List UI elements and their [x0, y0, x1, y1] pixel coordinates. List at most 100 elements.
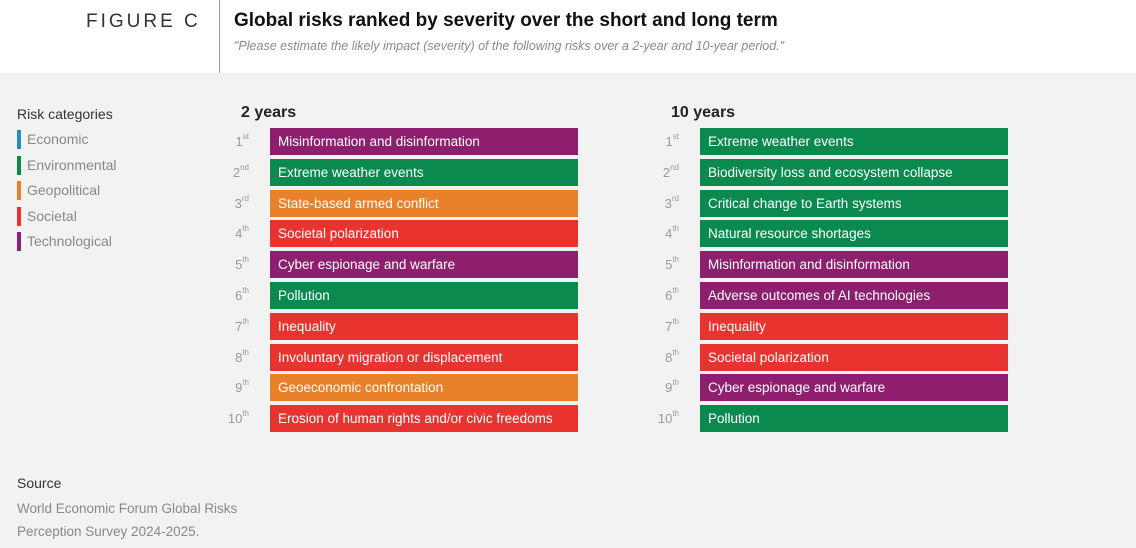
- rank-number: 10th: [215, 409, 249, 427]
- legend-swatch: [17, 181, 21, 200]
- rank-row: 8th Societal polarization: [663, 343, 1008, 371]
- rank-value: 4: [235, 226, 243, 242]
- legend-label: Economic: [27, 131, 89, 147]
- risk-bar-societal: Societal polarization: [700, 343, 1008, 371]
- rank-value: 1: [665, 134, 673, 149]
- rank-suffix: st: [242, 132, 249, 141]
- rank-number: 3rd: [645, 193, 679, 211]
- rank-number: 2nd: [215, 162, 249, 180]
- column-2-years: 2 years 1st Misinformation and disinforma…: [228, 104, 578, 436]
- ranked-list: 1st Extreme weather events 2nd Biodiversity…: [658, 128, 1008, 433]
- rank-suffix: th: [672, 285, 679, 295]
- risk-bar-societal: Inequality: [700, 312, 1008, 340]
- rank-number: 1st: [645, 132, 679, 149]
- rank-number: 6th: [215, 285, 249, 303]
- risk-bar-environmental: Extreme weather events: [700, 128, 1008, 155]
- rank-suffix: th: [242, 255, 249, 265]
- source-note: Source World Economic Forum Global Risks…: [17, 475, 267, 543]
- rank-row: 2nd Extreme weather events: [233, 158, 578, 186]
- rank-suffix: nd: [670, 162, 679, 172]
- rank-row: 9th Cyber espionage and warfare: [663, 374, 1008, 402]
- rank-suffix: nd: [240, 162, 249, 172]
- rank-value: 7: [665, 318, 673, 334]
- header-divider: [219, 0, 220, 73]
- ranked-list: 1st Misinformation and disinformation 2nd E…: [228, 128, 578, 433]
- rank-number: 4th: [215, 224, 249, 242]
- legend-item-technological: Technological: [17, 232, 117, 251]
- legend: Risk categories Economic Environmental Geo…: [17, 106, 117, 258]
- rank-suffix: th: [672, 255, 679, 265]
- risk-bar-societal: Involuntary migration or displacement: [270, 343, 578, 371]
- risk-bar-societal: Erosion of human rights and/or civic fre…: [270, 405, 578, 433]
- column-title: 10 years: [671, 104, 736, 121]
- rank-number: 10th: [645, 409, 679, 427]
- rank-suffix: th: [242, 316, 249, 326]
- rank-value: 9: [235, 380, 243, 396]
- legend-label: Societal: [27, 207, 77, 224]
- legend-item-economic: Economic: [17, 130, 117, 149]
- rank-row: 9th Geoeconomic confrontation: [233, 374, 578, 402]
- rank-row: 8th Involuntary migration or displacement: [233, 343, 578, 371]
- rank-row: 5th Misinformation and disinformation: [663, 251, 1008, 279]
- rank-suffix: th: [672, 347, 679, 357]
- rank-row: 3rd Critical change to Earth systems: [663, 189, 1008, 217]
- rank-row: 7th Inequality: [233, 312, 578, 340]
- legend-swatch: [17, 232, 21, 251]
- rank-number: 3rd: [215, 193, 249, 211]
- rank-row: 7th Inequality: [663, 312, 1008, 340]
- rank-number: 8th: [215, 348, 249, 365]
- rank-suffix: th: [242, 224, 249, 234]
- rank-value: 10: [227, 411, 243, 427]
- rank-value: 6: [665, 287, 673, 303]
- legend-items: Economic Environmental Geopolitical Societa…: [17, 130, 117, 251]
- risk-bar-technological: Cyber espionage and warfare: [270, 251, 578, 279]
- rank-suffix: rd: [671, 193, 679, 203]
- rank-suffix: rd: [241, 193, 249, 203]
- column-title: 2 years: [241, 104, 297, 121]
- rank-value: 5: [665, 257, 673, 273]
- risk-bar-environmental: Critical change to Earth systems: [700, 189, 1008, 217]
- risk-bar-geopolitical: State-based armed conflict: [270, 189, 578, 217]
- rank-suffix: th: [242, 285, 249, 295]
- rank-value: 7: [235, 318, 243, 334]
- rank-suffix: th: [672, 378, 679, 388]
- rank-row: 10th Pollution: [658, 405, 1008, 433]
- rank-row: 4th Societal polarization: [233, 220, 578, 248]
- rank-row: 5th Cyber espionage and warfare: [233, 251, 578, 279]
- rank-value: 3: [234, 195, 242, 211]
- risk-bar-environmental: Pollution: [270, 281, 578, 309]
- rank-row: 4th Natural resource shortages: [663, 220, 1008, 248]
- rank-row: 1st Misinformation and disinformation: [233, 128, 578, 155]
- rank-value: 4: [665, 226, 673, 242]
- rank-number: 7th: [645, 316, 679, 334]
- rank-suffix: th: [672, 316, 679, 326]
- rank-row: 10th Erosion of human rights and/or civic…: [228, 405, 578, 433]
- rank-row: 1st Extreme weather events: [663, 128, 1008, 155]
- figure-label: FIGURE C: [86, 11, 201, 32]
- legend-item-societal: Societal: [17, 206, 117, 226]
- rank-value: 6: [235, 287, 243, 303]
- rank-number: 8th: [645, 347, 679, 365]
- legend-label: Geopolitical: [27, 182, 101, 198]
- rank-row: 3rd State-based armed conflict: [233, 189, 578, 217]
- rank-value: 8: [665, 349, 673, 365]
- column-10-years: 10 years 1st Extreme weather events 2nd Bio…: [658, 104, 1008, 436]
- risk-bar-environmental: Natural resource shortages: [700, 220, 1008, 248]
- legend-swatch: [17, 130, 21, 149]
- risk-bar-technological: Misinformation and disinformation: [270, 128, 578, 155]
- rank-value: 10: [657, 411, 673, 427]
- legend-title: Risk categories: [17, 106, 113, 122]
- rank-suffix: th: [242, 409, 249, 419]
- legend-label: Technological: [27, 233, 112, 249]
- risk-bar-societal: Societal polarization: [270, 220, 578, 248]
- rank-value: 2: [662, 164, 671, 180]
- legend-label: Environmental: [27, 156, 117, 173]
- rank-suffix: th: [242, 378, 249, 388]
- chart-title: Global risks ranked by severity over the…: [234, 10, 778, 31]
- rank-number: 6th: [645, 285, 679, 303]
- rank-suffix: st: [672, 132, 679, 141]
- legend-item-environmental: Environmental: [17, 155, 117, 175]
- rank-number: 9th: [215, 378, 249, 396]
- chart-subtitle: "Please estimate the likely impact (seve…: [234, 39, 785, 53]
- rank-number: 5th: [645, 255, 679, 273]
